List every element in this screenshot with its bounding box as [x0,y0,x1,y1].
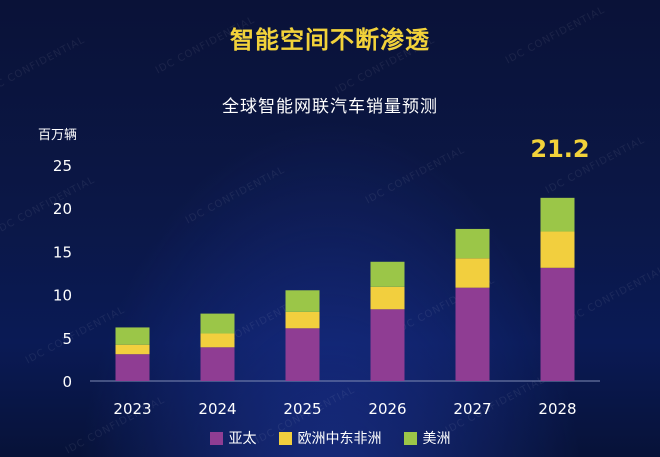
total-annotation-2028: 21.2 [530,135,590,163]
bar-segment-2028-1 [540,231,575,268]
y-axis-unit-label: 百万辆 [38,128,78,143]
bar-segment-2028-0 [540,267,575,381]
bar-segment-2025-1 [285,311,320,329]
y-tick-label: 20 [53,200,72,218]
bar-segment-2027-0 [455,287,490,381]
legend-swatch-emea [278,431,292,445]
legend-label-apac: 亚太 [228,431,257,447]
y-tick-label: 15 [53,243,72,261]
bar-segment-2026-2 [370,261,405,287]
legend-swatch-americas [403,431,417,445]
legend-label-americas: 美洲 [422,431,451,447]
bar-segment-2027-2 [455,228,490,259]
bar-segment-2025-2 [285,290,320,312]
bar-segment-2025-0 [285,328,320,381]
bar-segment-2024-2 [200,313,235,334]
bar-segment-2024-0 [200,347,235,381]
bar-segment-2026-1 [370,286,405,310]
bar-segment-2028-2 [540,197,575,232]
bar-segment-2023-2 [115,327,150,345]
y-tick-label: 5 [62,330,72,348]
legend-item-emea: 欧洲中东非洲 [278,428,382,448]
x-tick-label-2024: 2024 [198,400,236,418]
x-tick-label-2023: 2023 [113,400,151,418]
x-tick-label-2026: 2026 [368,400,406,418]
x-tick-label-2027: 2027 [453,400,491,418]
chart-title: 全球智能网联汽车销量预测 [222,97,438,117]
legend-label-emea: 欧洲中东非洲 [297,431,382,447]
y-tick-label: 0 [62,373,72,391]
legend-item-apac: 亚太 [209,428,257,448]
x-tick-label-2028: 2028 [538,400,576,418]
bar-segment-2027-1 [455,258,490,288]
bar-segment-2024-1 [200,333,235,348]
bar-segment-2026-0 [370,309,405,381]
bar-segment-2023-1 [115,344,150,355]
page-title: 智能空间不断渗透 [230,26,430,54]
y-tick-label: 10 [53,287,72,305]
y-tick-label: 25 [53,157,72,175]
legend-item-americas: 美洲 [403,428,451,448]
x-tick-label-2025: 2025 [283,400,321,418]
legend-swatch-apac [209,431,223,445]
bar-segment-2023-0 [115,354,150,381]
chart-legend: 亚太 欧洲中东非洲 美洲 [0,428,660,448]
